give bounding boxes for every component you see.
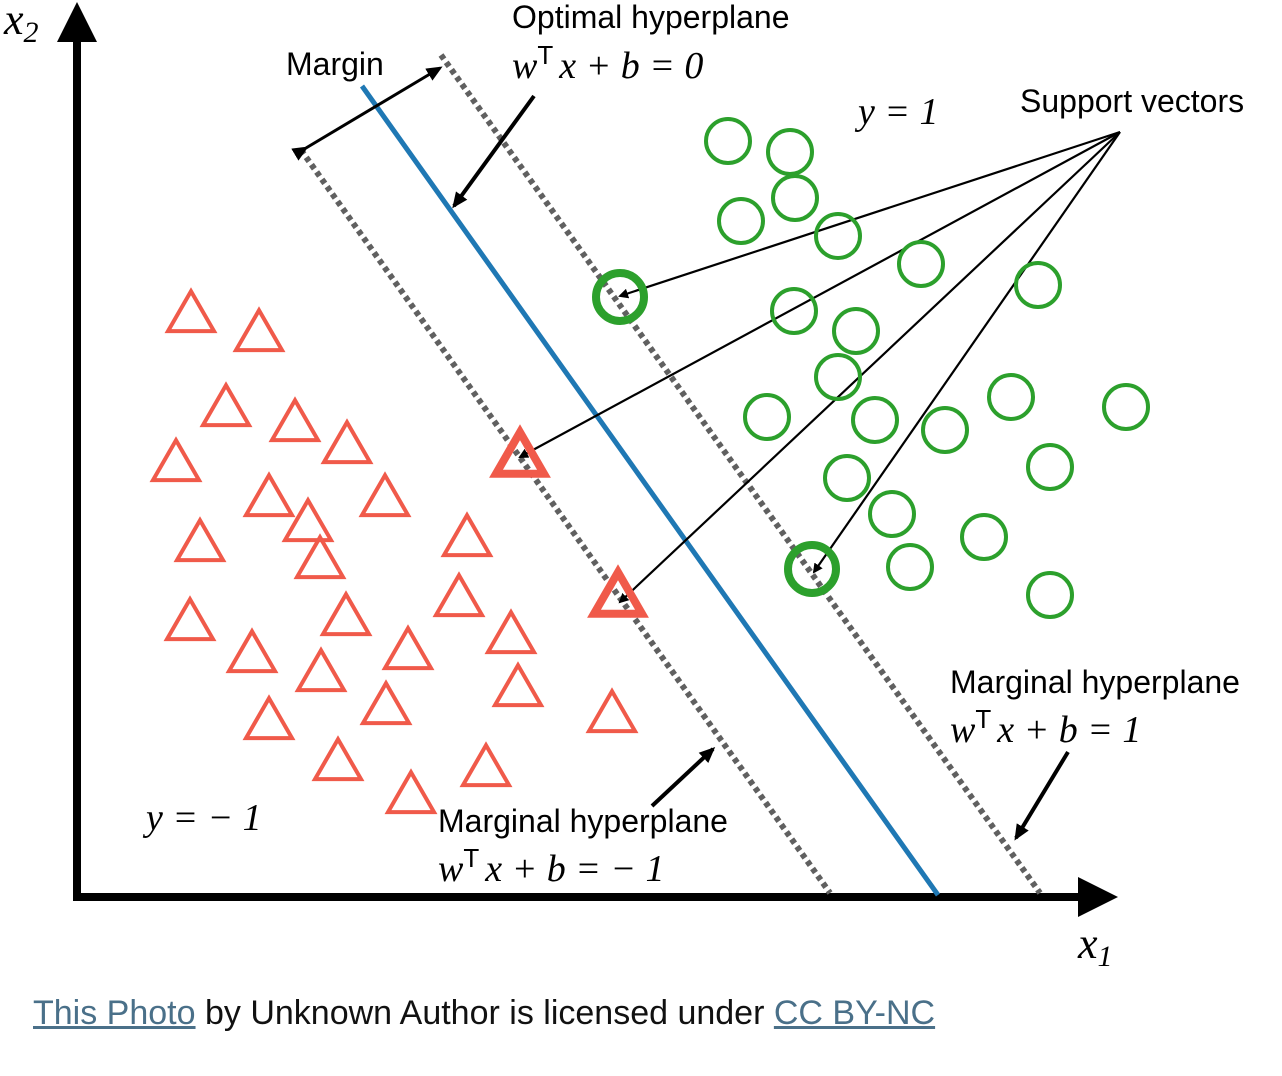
circle-point <box>1026 443 1074 491</box>
triangle-point <box>281 496 335 543</box>
this-photo-link[interactable]: This Photo <box>33 994 196 1032</box>
negative-marginal-title: Marginal hyperplane <box>438 803 728 839</box>
triangle-point <box>459 741 513 788</box>
triangle-point <box>320 418 374 465</box>
triangle-point <box>163 595 217 642</box>
circle-point <box>771 174 819 222</box>
support-vectors-label: Support vectors <box>1020 83 1244 119</box>
support-vector-pointers <box>518 130 1121 604</box>
circle-point <box>868 490 916 538</box>
circle-point <box>717 197 765 245</box>
circle-point <box>770 287 818 335</box>
support-vector-circle <box>784 541 840 597</box>
triangle-point <box>381 624 435 671</box>
triangle-point <box>585 687 639 734</box>
support-vector-triangle <box>489 424 551 478</box>
triangle-point <box>358 471 412 518</box>
negative-marginal-equation: wT x + b = − 1 <box>438 843 665 890</box>
axes <box>57 2 1118 917</box>
optimal-hyperplane-pointer <box>452 94 536 209</box>
circle-point <box>897 240 945 288</box>
triangle-point <box>319 590 373 637</box>
triangle-point <box>199 381 253 428</box>
circle-point <box>1102 383 1150 431</box>
positive-marginal-equation: wT x + b = 1 <box>950 704 1141 751</box>
optimal-hyperplane-title: Optimal hyperplane <box>512 0 789 35</box>
sv-pointer-4 <box>812 131 1121 574</box>
positive-class-points <box>704 117 1150 619</box>
triangle-point <box>484 608 538 655</box>
positive-marginal-pointer <box>1014 750 1070 841</box>
positive-class-label: y = 1 <box>854 91 939 133</box>
margin-label: Margin <box>286 46 384 82</box>
triangle-point <box>242 694 296 741</box>
negative-class-label: y = − 1 <box>142 797 262 839</box>
negative-marginal-hyperplane <box>298 148 833 895</box>
circle-point <box>814 353 862 401</box>
triangle-point <box>294 646 348 693</box>
triangle-point <box>225 627 279 674</box>
triangle-point <box>359 679 413 726</box>
positive-marginal-hyperplane <box>438 53 1043 895</box>
image-attribution: This Photo by Unknown Author is licensed… <box>33 994 935 1033</box>
triangle-point <box>311 735 365 782</box>
support-vector-triangle <box>587 564 649 618</box>
y-axis-arrowhead <box>57 2 97 42</box>
circle-point <box>814 212 862 260</box>
circle-point <box>832 307 880 355</box>
license-link[interactable]: CC BY-NC <box>773 994 936 1032</box>
circle-point <box>886 543 934 591</box>
triangle-point <box>384 768 438 815</box>
sv-pointer-3 <box>618 131 1121 604</box>
x-axis-arrowhead <box>1078 877 1118 917</box>
triangle-point <box>149 436 203 483</box>
sv-pointer-1 <box>618 130 1121 299</box>
attribution-text: by Unknown Author is licensed under <box>195 994 774 1032</box>
negative-support-vectors <box>489 424 649 618</box>
circle-point <box>704 117 752 165</box>
triangle-point <box>242 471 296 518</box>
x-axis-label: x1 <box>1077 919 1113 973</box>
circle-point <box>960 513 1008 561</box>
triangle-point <box>432 571 486 618</box>
circle-point <box>851 396 899 444</box>
circle-point <box>1026 571 1074 619</box>
sv-pointer-2 <box>518 131 1121 458</box>
triangle-point <box>491 661 545 708</box>
support-vector-circle <box>592 269 648 325</box>
optimal-hyperplane <box>359 84 941 897</box>
y-axis-label: x2 <box>3 0 39 49</box>
circle-point <box>921 406 969 454</box>
circle-point <box>766 128 814 176</box>
positive-support-vectors <box>592 269 840 597</box>
triangle-point <box>268 396 322 443</box>
svm-diagram: x2 x1 <box>3 0 1244 973</box>
circle-point <box>1014 261 1062 309</box>
circle-point <box>823 454 871 502</box>
triangle-point <box>440 511 494 558</box>
triangle-point <box>232 306 286 353</box>
margin-arrow <box>291 66 443 161</box>
triangle-point <box>173 516 227 563</box>
optimal-hyperplane-equation: wT x + b = 0 <box>512 40 703 87</box>
positive-marginal-title: Marginal hyperplane <box>950 664 1240 700</box>
negative-marginal-pointer <box>650 746 716 808</box>
triangle-point <box>293 533 347 580</box>
negative-class-points <box>149 287 639 815</box>
circle-point <box>743 393 791 441</box>
circle-point <box>987 373 1035 421</box>
triangle-point <box>164 287 218 334</box>
